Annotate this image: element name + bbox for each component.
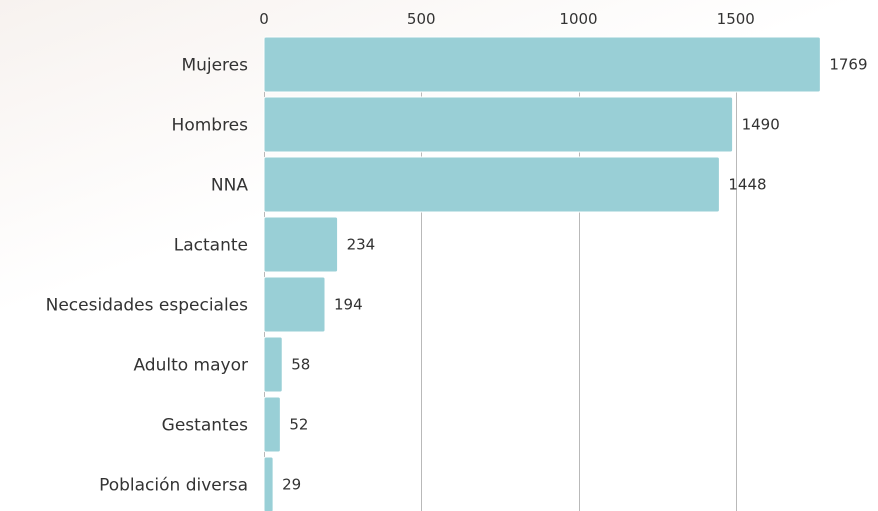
x-tick-label: 1000 [559,10,597,28]
value-label: 52 [289,416,308,434]
value-label: 1490 [742,116,780,134]
value-label: 234 [347,236,376,254]
bar-1 [263,96,734,153]
category-label: Población diversa [99,476,248,496]
value-label: 58 [291,356,310,374]
value-label: 29 [282,476,301,494]
bar-4 [263,276,326,333]
value-label: 194 [334,296,363,314]
category-label: NNA [211,176,248,196]
bar-2 [263,156,720,213]
bar-5 [263,336,283,393]
category-label: Gestantes [162,416,248,436]
x-tick-label: 1500 [717,10,755,28]
bar-0 [263,36,821,93]
value-label: 1448 [728,176,766,194]
bar-3 [263,216,339,273]
category-label: Mujeres [181,56,248,76]
x-tick-label: 500 [407,10,436,28]
bar-6 [263,396,281,453]
category-labels: Mujeres Hombres NNA Lactante Necesidades esp… [46,56,249,496]
x-axis-ticks: 0 500 1000 1500 [259,10,755,28]
category-label: Necesidades especiales [46,296,249,316]
bar-7 [263,456,274,511]
category-label: Hombres [172,116,249,136]
category-label: Lactante [174,236,248,256]
value-label: 1769 [829,56,867,74]
category-label: Adulto mayor [133,356,248,376]
x-tick-label: 0 [259,10,269,28]
bars [263,36,821,511]
value-labels: 1769 1490 1448 234 194 58 52 29 [282,56,867,494]
